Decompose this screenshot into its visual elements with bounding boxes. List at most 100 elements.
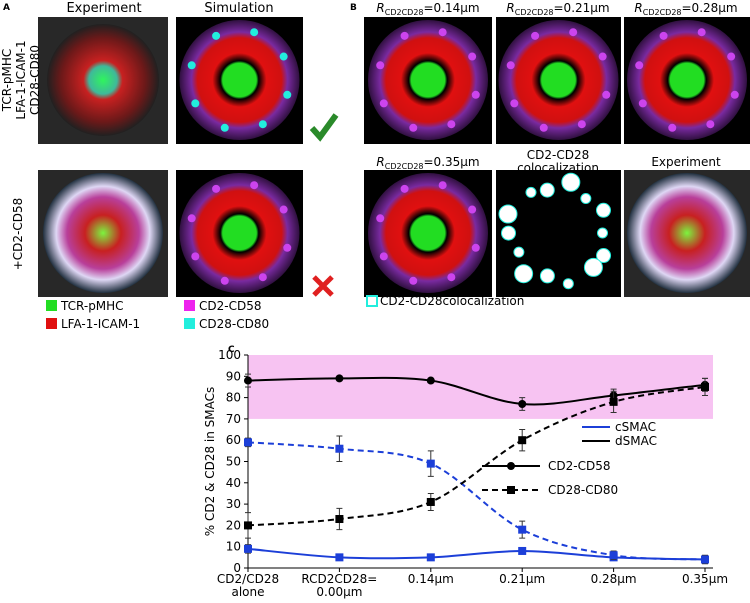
- coloc-spot: [580, 193, 592, 205]
- panel-title: CD2-CD28: [527, 148, 589, 162]
- cross-icon: [312, 275, 334, 297]
- title-value: =0.35μm: [424, 155, 480, 169]
- cell: [627, 20, 747, 140]
- cluster: [577, 120, 586, 129]
- cluster: [727, 52, 736, 61]
- cluster: [376, 214, 385, 223]
- legend-swatch: [184, 300, 195, 311]
- title-subscript: CD2CD28: [515, 8, 554, 17]
- x-tick-label: 0.28μm: [591, 572, 637, 586]
- cluster: [220, 123, 229, 132]
- cluster: [471, 90, 480, 99]
- cluster: [468, 52, 477, 61]
- row-label-line: LFA-1-ICAM-1: [14, 40, 28, 119]
- micrographs: [38, 17, 750, 297]
- title-symbol: R: [634, 1, 642, 15]
- cell: [47, 24, 159, 136]
- coloc-spot: [562, 278, 574, 290]
- coloc-spot: [539, 182, 555, 198]
- coloc-spot: [583, 257, 603, 277]
- cluster: [447, 273, 456, 282]
- cell: [368, 173, 488, 293]
- series-line: [247, 376, 706, 406]
- coloc-spot: [514, 264, 534, 284]
- y-tick-label: 60: [226, 433, 241, 447]
- marker: [518, 525, 527, 534]
- cell: [627, 173, 747, 293]
- title-symbol: R: [376, 1, 384, 15]
- marker: [701, 382, 709, 391]
- cluster: [191, 99, 200, 108]
- panel-label: A: [3, 3, 10, 13]
- cluster: [706, 120, 715, 129]
- marker: [518, 436, 527, 445]
- x-tick-label: RCD2CD28= 0.00μm: [301, 572, 377, 599]
- cluster: [212, 31, 221, 40]
- cluster: [635, 61, 644, 70]
- marker: [244, 438, 252, 447]
- legend-label: CD28-CD80: [548, 483, 618, 497]
- cluster: [506, 61, 515, 70]
- y-tick-label: 20: [226, 518, 241, 532]
- cell: [179, 20, 300, 140]
- legend: TCR-pMHC LFA-1-ICAM-1 CD2-CD58 CD28-CD80: [46, 299, 269, 331]
- legend-label: LFA-1-ICAM-1: [61, 317, 140, 331]
- cluster: [187, 61, 196, 70]
- title-symbol: R: [506, 1, 514, 15]
- chart: C 0 10 20 30 40 50 60 70 80 90 100 % CD2 & CD28 in S…: [203, 345, 728, 599]
- marker: [426, 553, 435, 562]
- marker: [335, 515, 344, 524]
- cluster: [279, 52, 288, 61]
- cluster: [409, 276, 418, 285]
- column-title: Simulation: [204, 1, 273, 16]
- y-tick-label: 70: [226, 412, 241, 426]
- marker: [244, 521, 252, 530]
- legend-swatch: [46, 300, 57, 311]
- cluster: [283, 90, 292, 99]
- legend-swatch: [184, 318, 195, 329]
- cluster: [379, 99, 388, 108]
- marker: [701, 555, 709, 564]
- cluster: [468, 205, 477, 214]
- cluster: [258, 120, 267, 129]
- panel-title: RCD2CD28=0.28μm: [634, 1, 737, 17]
- cluster: [279, 205, 288, 214]
- coloc-spot: [498, 204, 518, 224]
- coloc-spot: [597, 227, 608, 239]
- marker: [518, 546, 527, 555]
- cluster: [539, 123, 548, 132]
- title-symbol: R: [376, 155, 384, 169]
- marker: [335, 374, 344, 383]
- cluster: [638, 99, 647, 108]
- cluster: [447, 120, 456, 129]
- title-subscript: CD2CD28: [385, 162, 424, 171]
- cluster: [668, 123, 677, 132]
- panel-title: Experiment: [651, 155, 721, 169]
- cluster: [258, 273, 267, 282]
- cluster: [598, 52, 607, 61]
- cluster: [697, 28, 706, 37]
- legend-swatch: [366, 295, 378, 307]
- marker: [609, 551, 618, 560]
- cluster: [212, 184, 221, 193]
- cluster: [602, 90, 611, 99]
- cluster: [283, 243, 292, 252]
- marker: [426, 376, 435, 385]
- cluster: [438, 28, 447, 37]
- title-subscript: CD2CD28: [643, 8, 682, 17]
- cluster: [187, 214, 196, 223]
- marker: [507, 462, 515, 470]
- title-value: =0.28μm: [682, 1, 738, 15]
- coloc-spot: [595, 202, 611, 218]
- legend-label: CD2-CD58: [199, 299, 261, 313]
- y-tick-label: 30: [226, 497, 241, 511]
- y-tick-label: 50: [226, 455, 241, 469]
- y-tick-label: 100: [218, 348, 241, 362]
- series-line: [247, 385, 706, 527]
- cluster: [250, 28, 259, 37]
- y-tick-label: 80: [226, 391, 241, 405]
- check-icon: [309, 113, 339, 142]
- x-tick-label: CD2/CD28 alone: [217, 572, 279, 599]
- series-line: [247, 547, 706, 561]
